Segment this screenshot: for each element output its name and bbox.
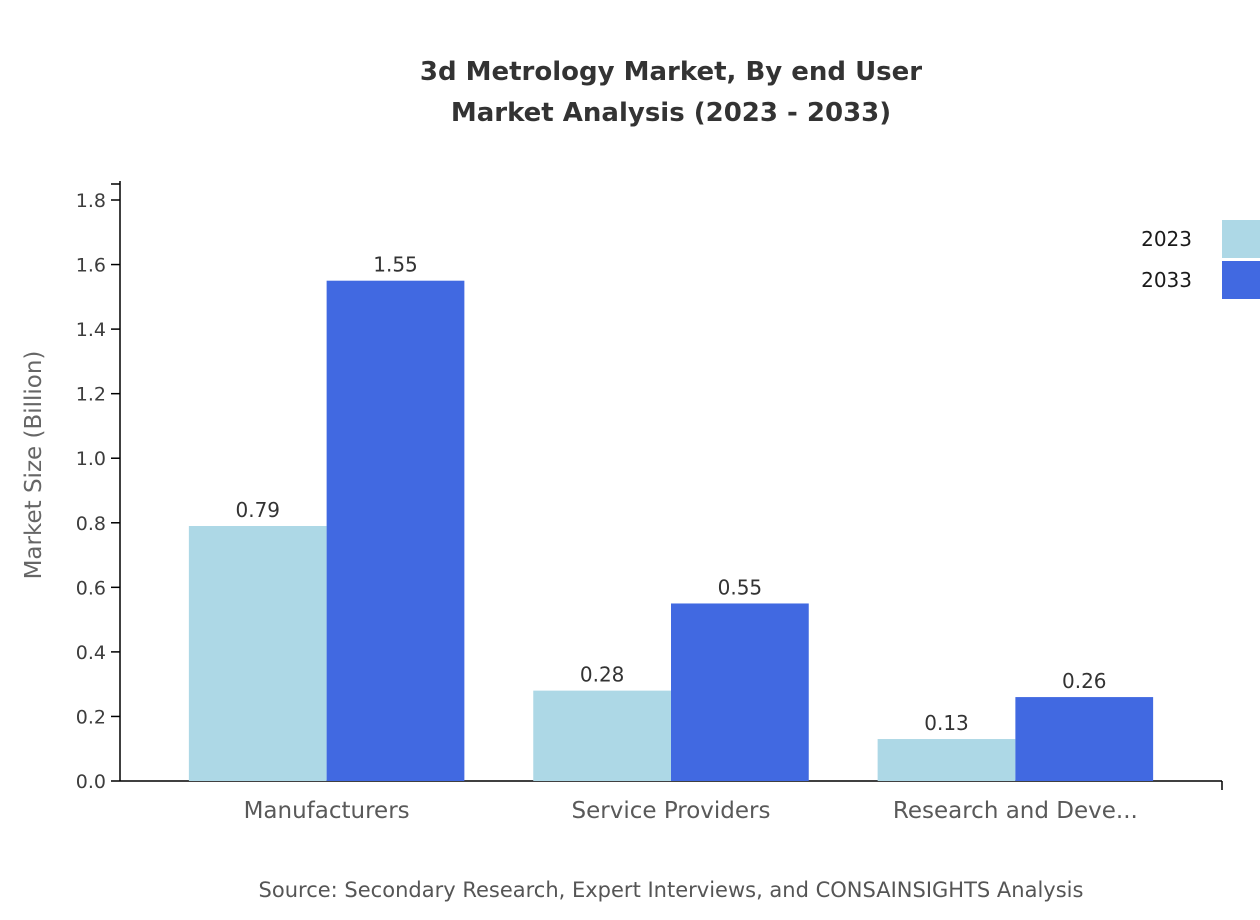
bar-value-label: 0.55 <box>718 575 763 599</box>
x-category-label: Research and Deve... <box>893 798 1138 824</box>
y-tick-label: 1.2 <box>76 384 106 406</box>
bar-value-label: 0.13 <box>924 711 969 735</box>
bar-2023-cat0 <box>188 526 327 781</box>
bar-2023-cat2 <box>877 739 1016 781</box>
y-tick-label: 1.6 <box>76 255 106 277</box>
chart-title: 3d Metrology Market, By end User Market … <box>120 52 1222 134</box>
legend: 2023 2033 <box>1141 219 1260 299</box>
bar-value-label: 0.28 <box>580 663 625 687</box>
chart-title-line-1: 3d Metrology Market, By end User <box>419 57 923 87</box>
bar-value-label: 0.26 <box>1062 669 1107 693</box>
legend-item-2033: 2033 <box>1141 260 1260 299</box>
bar-value-label: 1.55 <box>373 253 418 277</box>
legend-label-2033: 2033 <box>1141 267 1192 292</box>
legend-label-2023: 2023 <box>1141 226 1192 251</box>
y-tick-label: 1.4 <box>76 319 106 341</box>
y-tick-label: 0.6 <box>76 577 106 599</box>
y-tick-label: 0.8 <box>76 513 106 535</box>
y-tick-label: 1.0 <box>76 448 106 470</box>
bar-2033-cat0 <box>326 280 465 781</box>
bar-2023-cat1 <box>533 690 671 781</box>
x-category-label: Manufacturers <box>244 798 410 824</box>
chart-title-line-2: Market Analysis (2023 - 2033) <box>450 98 892 128</box>
bar-value-label: 0.79 <box>235 498 280 522</box>
legend-item-2023: 2023 <box>1141 219 1260 258</box>
source-note: Source: Secondary Research, Expert Inter… <box>258 878 1084 902</box>
y-tick-label: 0.2 <box>76 706 106 728</box>
legend-swatch-2033 <box>1222 260 1260 299</box>
legend-swatch-2023 <box>1222 219 1260 258</box>
y-tick-label: 0.0 <box>76 771 106 793</box>
y-tick-label: 0.4 <box>76 642 106 664</box>
x-category-label: Service Providers <box>572 798 771 824</box>
bar-2033-cat2 <box>1015 697 1154 781</box>
y-tick-label: 1.8 <box>76 190 106 212</box>
bar-2033-cat1 <box>671 603 809 781</box>
